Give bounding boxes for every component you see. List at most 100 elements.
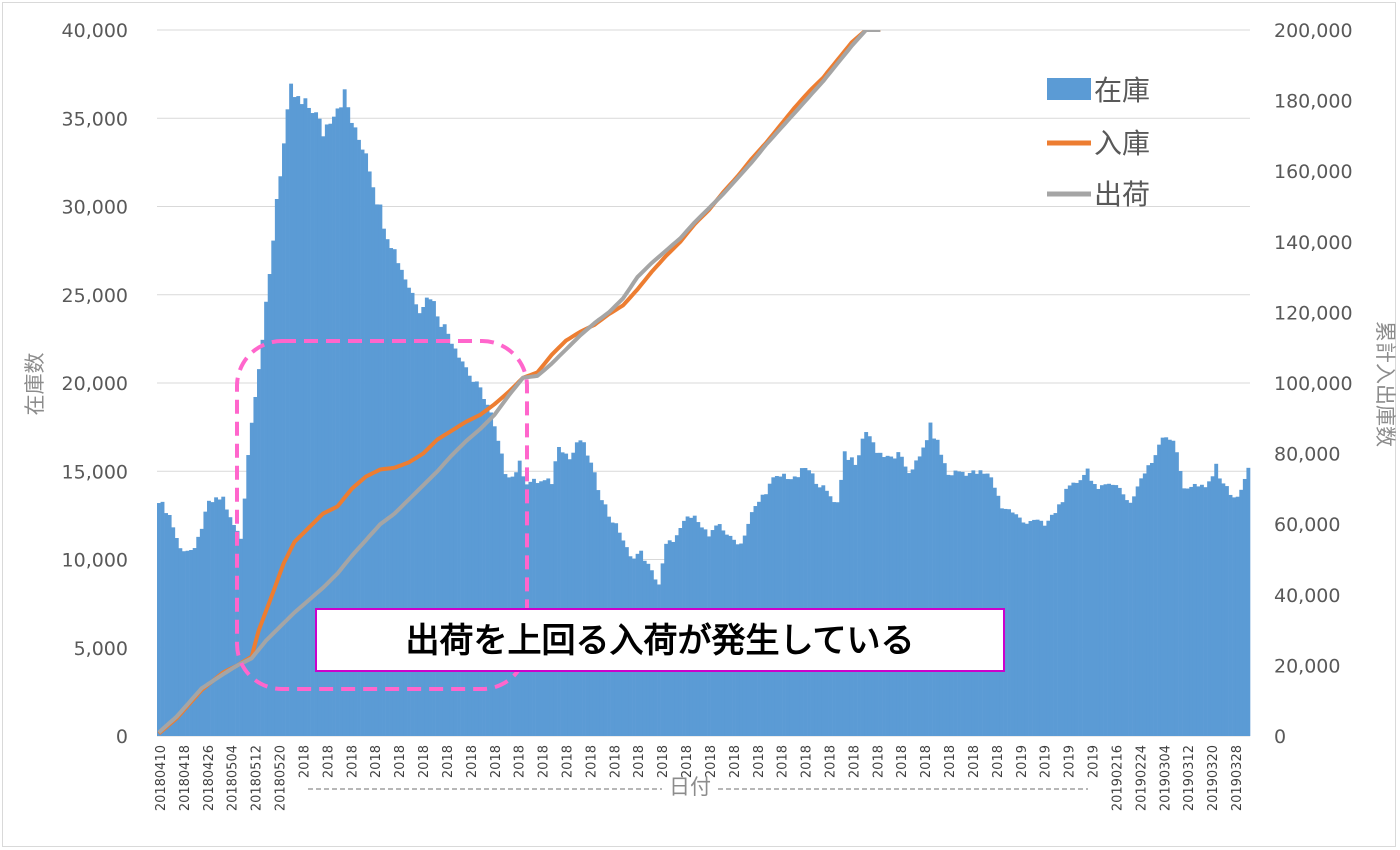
x-tick-label: 2018 (752, 745, 767, 778)
bar (471, 381, 476, 736)
bar (1192, 483, 1197, 736)
bar (557, 446, 561, 736)
bar (428, 299, 433, 736)
bar (1082, 474, 1086, 736)
bar (221, 496, 226, 736)
x-tick-label: 2018 (345, 745, 360, 778)
bar (449, 343, 454, 736)
bar (932, 438, 936, 736)
bar (589, 462, 594, 736)
bar (314, 112, 319, 737)
x-tick-label: 2018 (632, 745, 647, 778)
y-left-tick-label: 35,000 (62, 108, 128, 130)
bar (774, 475, 779, 736)
y-left-tick-label: 10,000 (62, 550, 128, 572)
bar (253, 396, 258, 736)
bar (217, 499, 222, 736)
bar (1107, 483, 1111, 736)
bar (914, 460, 919, 736)
bar (939, 454, 944, 736)
bar (171, 527, 176, 736)
bar (1114, 485, 1119, 736)
bar (974, 473, 979, 736)
bar (924, 440, 929, 736)
bar (946, 474, 951, 736)
bar (1092, 484, 1097, 736)
bar (971, 470, 976, 736)
bar (1210, 476, 1215, 736)
bar (782, 473, 786, 736)
bar (949, 475, 954, 736)
bar (1085, 468, 1090, 736)
x-tick-label: 20180418 (178, 745, 193, 811)
y-right-tick-label: 20,000 (1274, 655, 1340, 677)
bar (342, 89, 347, 737)
bar (214, 497, 219, 736)
bar (446, 333, 451, 736)
bar (1189, 486, 1194, 736)
bar (417, 313, 422, 736)
bar (403, 279, 408, 736)
bar (885, 455, 890, 736)
bar (1067, 485, 1072, 736)
x-tick-label: 20190312 (1182, 745, 1197, 811)
bar (1217, 478, 1222, 736)
bar (264, 301, 269, 736)
bar (460, 361, 465, 736)
y-right-tick-label: 40,000 (1274, 585, 1340, 607)
bar (1024, 523, 1029, 736)
bar (1032, 519, 1036, 736)
bar (1174, 452, 1179, 736)
bar (303, 98, 308, 736)
bar (789, 479, 794, 736)
y-axis-label-right: 累計入出庫数 (1373, 321, 1397, 447)
bar (332, 116, 336, 736)
bar (553, 461, 558, 736)
x-tick-label: 20190216 (1110, 745, 1125, 811)
x-tick-label: 20180512 (250, 745, 265, 811)
bar (1178, 470, 1183, 736)
bar (1199, 484, 1204, 736)
bar (432, 301, 436, 736)
bar (474, 381, 479, 736)
bar (1232, 497, 1237, 736)
bar (957, 471, 961, 736)
bar (846, 459, 851, 736)
x-tick-label: 2018 (919, 745, 934, 778)
bar (864, 432, 869, 736)
callout-box: 出荷を上回る入荷が発生している (315, 608, 1005, 672)
x-tick-label: 20180426 (202, 745, 217, 811)
bar (349, 122, 354, 736)
bar (382, 228, 386, 737)
bar (482, 399, 486, 736)
bar (1007, 509, 1011, 736)
x-tick-label: 2018 (967, 745, 982, 778)
bar (157, 503, 161, 736)
bar (324, 124, 329, 736)
bar (771, 477, 776, 736)
legend: 在庫 入庫 出荷 (1047, 74, 1150, 211)
x-tick-label: 2018 (561, 745, 576, 778)
bar (414, 304, 419, 736)
bar (935, 439, 940, 736)
bar (503, 474, 508, 736)
bar (242, 498, 247, 736)
bar (1203, 487, 1208, 736)
bar (1207, 481, 1212, 736)
x-tick-label: 2018 (680, 745, 695, 778)
bar (839, 479, 844, 736)
bar (1124, 500, 1129, 736)
bar (328, 123, 333, 736)
bar (892, 458, 897, 736)
bar (371, 187, 376, 736)
bar (982, 473, 986, 736)
bar (560, 452, 565, 736)
bar (1128, 502, 1133, 736)
x-tick-label: 2018 (800, 745, 815, 778)
y-left-tick-label: 30,000 (62, 197, 128, 219)
x-tick-label: 20180520 (274, 745, 289, 811)
bar (517, 460, 522, 736)
x-tick-label: 2018 (465, 745, 480, 778)
bar (1046, 520, 1051, 736)
